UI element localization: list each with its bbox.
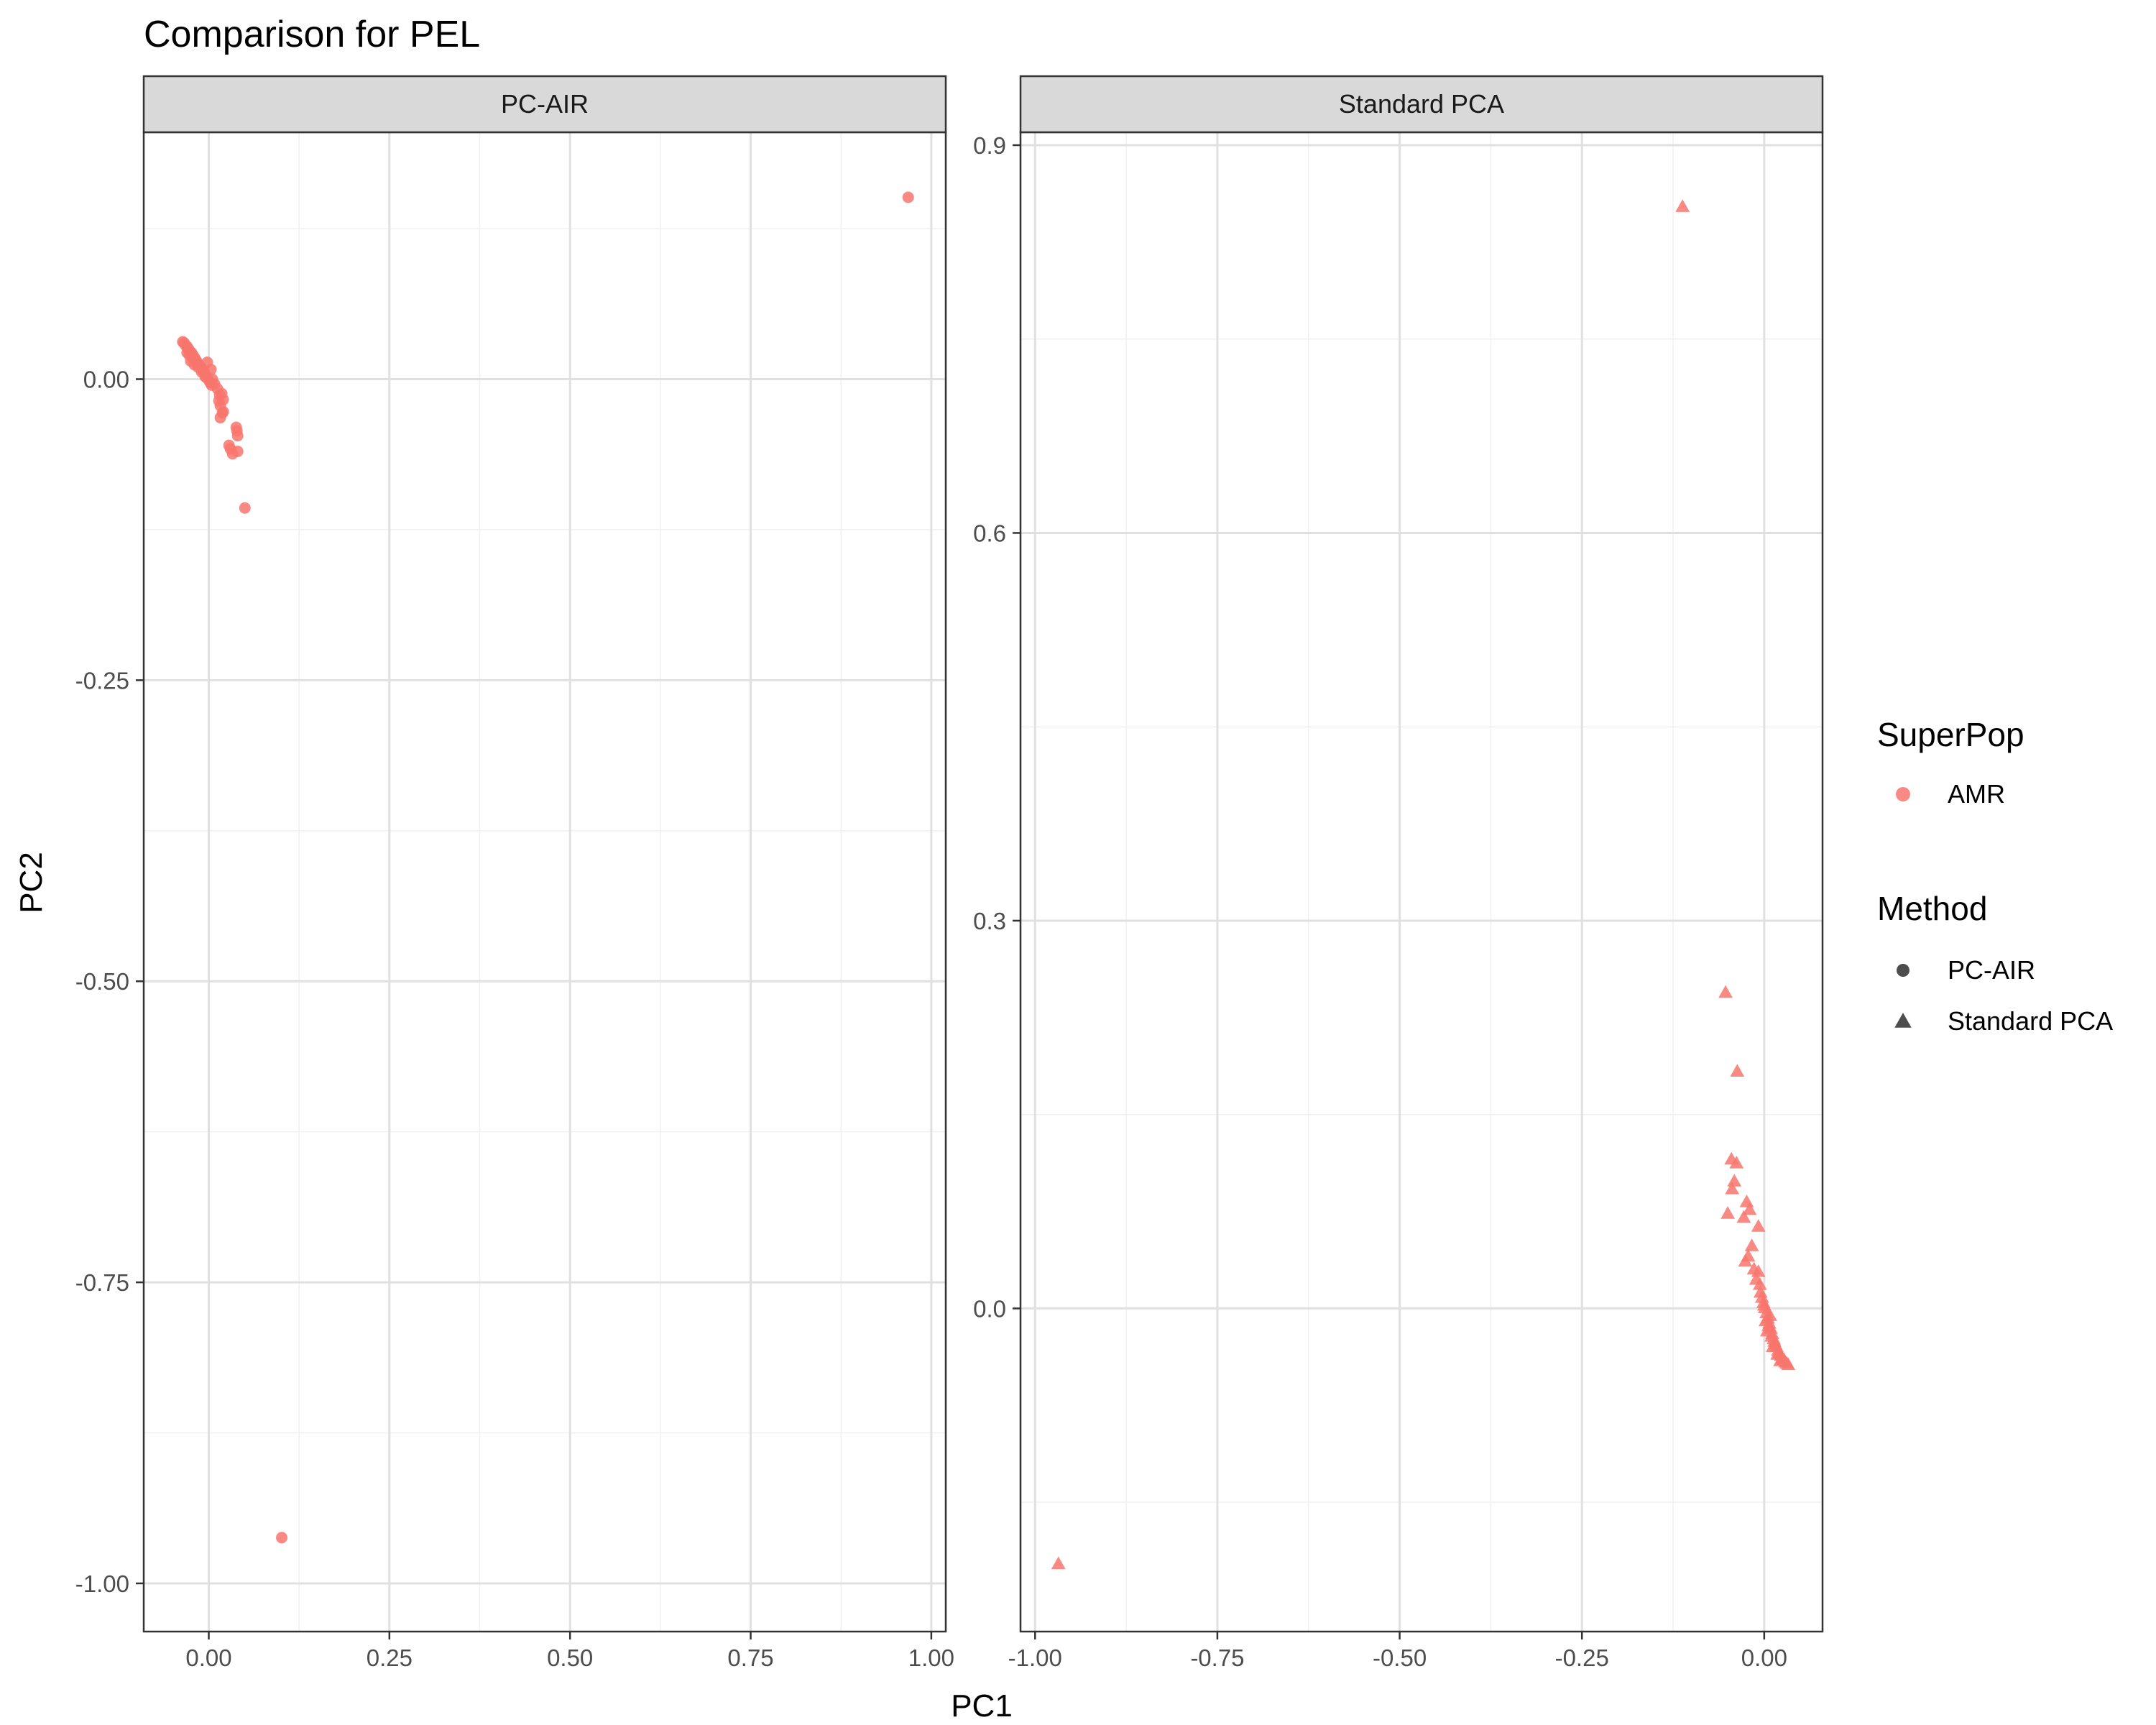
legend-standard-pca-symbol [1894,1013,1912,1028]
panel-standard-pca-strip [1019,75,1824,134]
x-tick-label: -0.75 [1190,1644,1244,1671]
data-point [1727,1174,1742,1187]
panel-standard-pca-x-axis: -1.00 -0.75 -0.50 -0.25 0.00 [1008,1632,1787,1671]
x-tick-label: 0.75 [727,1644,773,1671]
panel-background [1021,132,1823,1632]
data-point [1720,1206,1736,1219]
data-point [223,439,235,451]
x-tick-label: 1.00 [908,1644,954,1671]
legend-standard-pca-key [1894,1013,1912,1028]
legend-pc-air-symbol [1897,964,1909,977]
y-axis-title: PC2 [14,852,49,914]
y-tick-label: 0.0 [973,1295,1006,1322]
data-point [1051,1556,1066,1570]
panel-pc-air-points [177,191,914,1544]
data-point [1751,1264,1766,1277]
data-point [1751,1219,1766,1232]
panel-standard-pca-points [1051,199,1796,1570]
legend-pc-air-label: PC-AIR [1948,955,2035,985]
chart-title: Comparison for PEL [144,14,480,55]
data-point [231,430,244,442]
legend-amr-key [1896,787,1910,801]
data-point [1759,1323,1774,1337]
panel-standard-pca-y-axis: 0.0 0.3 0.6 0.9 [973,132,1021,1322]
panel-standard-pca: Standard PCA -1.00 -0.75 -0.50 -0.25 0.00 0.… [973,75,1824,1671]
legend-amr-symbol [1896,787,1910,801]
x-tick-label: -0.25 [1555,1644,1609,1671]
panel-pc-air-y-axis: -1.00 -0.75 -0.50 -0.25 0.00 [75,366,144,1597]
legend-pc-air-key [1897,964,1909,977]
y-tick-label: 0.00 [83,366,129,392]
panel-pc-air-x-axis: 0.00 0.25 0.50 0.75 1.00 [185,1632,954,1671]
panel-pc-air-strip-label: PC-AIR [501,89,589,119]
legend: SuperPop AMR Method PC-AIR Standard PCA [1877,716,2113,1036]
x-tick-label: -0.50 [1373,1644,1427,1671]
y-tick-label: 0.3 [973,908,1006,934]
legend-method-title: Method [1877,890,1987,927]
y-tick-label: -1.00 [75,1570,129,1597]
data-point [205,364,217,376]
y-tick-label: 0.6 [973,520,1006,546]
x-tick-label: -1.00 [1008,1644,1062,1671]
x-tick-label: 0.00 [185,1644,231,1671]
data-point [1729,1156,1744,1169]
data-point [1763,1308,1777,1321]
x-tick-label: 0.50 [547,1644,593,1671]
legend-amr-label: AMR [1948,779,2005,809]
y-tick-label: -0.75 [75,1269,129,1296]
data-point [1752,1277,1767,1290]
y-tick-label: 0.9 [973,132,1006,159]
data-point [1742,1202,1757,1215]
panel-pc-air: PC-AIR 0.00 0.25 0.50 0.75 1.00 -1.00 -0.75 -0… [75,75,954,1671]
x-axis-title: PC1 [951,1688,1013,1724]
data-point [276,1532,288,1544]
data-point [1738,1254,1753,1267]
panel-background [144,132,946,1632]
data-point [217,405,229,418]
data-point [239,502,251,514]
legend-standard-pca-label: Standard PCA [1948,1006,2113,1036]
data-point [1756,1297,1772,1311]
legend-superpop-title: SuperPop [1877,716,2024,753]
panel-standard-pca-strip-label: Standard PCA [1339,89,1504,119]
data-point [1744,1238,1759,1251]
data-point [1718,985,1733,998]
data-point [1781,1357,1796,1371]
panel-pc-air-strip [142,75,947,134]
panel-pc-air-grid [144,132,946,1632]
y-tick-label: -0.50 [75,968,129,995]
data-point [1675,199,1690,212]
data-point [902,191,914,203]
data-point [1730,1064,1745,1077]
y-tick-label: -0.25 [75,667,129,694]
x-tick-label: 0.00 [1741,1644,1787,1671]
x-tick-label: 0.25 [367,1644,413,1671]
data-point [186,351,198,364]
data-point [1736,1210,1751,1223]
panel-standard-pca-grid [1021,132,1823,1632]
data-point [1725,1181,1740,1195]
data-point [1773,1353,1788,1366]
